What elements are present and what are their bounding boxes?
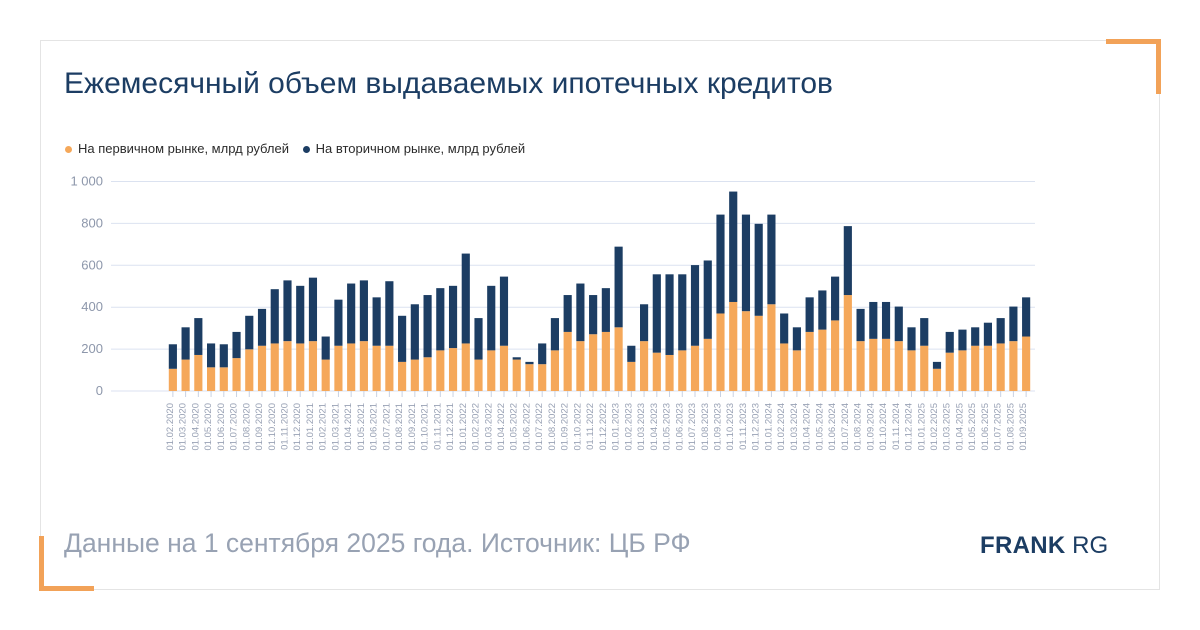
svg-text:01.09.2023: 01.09.2023 (712, 403, 723, 451)
svg-text:600: 600 (81, 257, 103, 272)
svg-text:01.11.2022: 01.11.2022 (585, 403, 596, 450)
svg-text:01.03.2020: 01.03.2020 (178, 403, 189, 451)
svg-text:01.01.2025: 01.01.2025 (916, 403, 927, 451)
svg-text:01.05.2024: 01.05.2024 (814, 403, 825, 451)
svg-text:01.09.2025: 01.09.2025 (1018, 403, 1029, 451)
svg-text:01.02.2024: 01.02.2024 (776, 403, 787, 451)
svg-text:01.11.2021: 01.11.2021 (432, 403, 443, 450)
svg-text:01.07.2020: 01.07.2020 (229, 403, 240, 451)
svg-text:01.12.2022: 01.12.2022 (598, 403, 609, 451)
svg-text:01.03.2022: 01.03.2022 (483, 403, 494, 451)
svg-text:01.07.2021: 01.07.2021 (381, 403, 392, 451)
svg-text:0: 0 (96, 383, 103, 398)
svg-text:01.01.2021: 01.01.2021 (305, 403, 316, 451)
svg-text:01.06.2022: 01.06.2022 (521, 403, 532, 451)
svg-text:01.03.2021: 01.03.2021 (330, 403, 341, 451)
svg-text:01.11.2020: 01.11.2020 (279, 403, 290, 450)
svg-text:800: 800 (81, 215, 103, 230)
svg-text:01.03.2023: 01.03.2023 (636, 403, 647, 451)
svg-text:01.10.2023: 01.10.2023 (725, 403, 736, 451)
svg-text:01.10.2024: 01.10.2024 (878, 403, 889, 451)
svg-text:01.09.2021: 01.09.2021 (407, 403, 418, 451)
svg-text:01.04.2023: 01.04.2023 (649, 403, 660, 451)
svg-text:200: 200 (81, 341, 103, 356)
svg-text:01.07.2023: 01.07.2023 (687, 403, 698, 451)
svg-text:01.09.2024: 01.09.2024 (865, 403, 876, 451)
svg-text:01.07.2025: 01.07.2025 (993, 403, 1004, 451)
svg-text:1 000: 1 000 (70, 174, 103, 189)
svg-text:01.10.2020: 01.10.2020 (267, 403, 278, 451)
svg-text:01.07.2024: 01.07.2024 (840, 403, 851, 451)
svg-text:01.12.2020: 01.12.2020 (292, 403, 303, 451)
svg-text:01.06.2021: 01.06.2021 (369, 403, 380, 451)
svg-text:01.06.2020: 01.06.2020 (216, 403, 227, 451)
svg-text:01.02.2025: 01.02.2025 (929, 403, 940, 451)
svg-text:01.08.2025: 01.08.2025 (1005, 403, 1016, 451)
svg-text:01.04.2020: 01.04.2020 (190, 403, 201, 451)
svg-text:01.10.2022: 01.10.2022 (572, 403, 583, 451)
svg-text:01.08.2022: 01.08.2022 (547, 403, 558, 451)
svg-text:01.01.2024: 01.01.2024 (763, 403, 774, 451)
svg-text:01.09.2022: 01.09.2022 (560, 403, 571, 451)
svg-text:01.12.2023: 01.12.2023 (751, 403, 762, 451)
svg-text:01.02.2020: 01.02.2020 (165, 403, 176, 451)
svg-text:01.10.2021: 01.10.2021 (420, 403, 431, 451)
svg-text:01.05.2022: 01.05.2022 (509, 403, 520, 451)
svg-text:01.04.2025: 01.04.2025 (954, 403, 965, 451)
svg-text:01.01.2023: 01.01.2023 (611, 403, 622, 451)
svg-text:01.11.2024: 01.11.2024 (891, 403, 902, 450)
svg-text:01.12.2021: 01.12.2021 (445, 403, 456, 451)
svg-text:01.03.2025: 01.03.2025 (942, 403, 953, 451)
svg-text:01.08.2020: 01.08.2020 (241, 403, 252, 451)
svg-text:01.04.2021: 01.04.2021 (343, 403, 354, 451)
svg-text:01.02.2021: 01.02.2021 (318, 403, 329, 451)
svg-text:01.11.2023: 01.11.2023 (738, 403, 749, 450)
svg-text:01.09.2020: 01.09.2020 (254, 403, 265, 451)
svg-text:01.06.2023: 01.06.2023 (674, 403, 685, 451)
svg-text:400: 400 (81, 299, 103, 314)
svg-text:01.06.2025: 01.06.2025 (980, 403, 991, 451)
svg-text:01.01.2022: 01.01.2022 (458, 403, 469, 451)
svg-text:01.02.2022: 01.02.2022 (471, 403, 482, 451)
svg-text:01.05.2025: 01.05.2025 (967, 403, 978, 451)
svg-text:01.02.2023: 01.02.2023 (623, 403, 634, 451)
svg-text:01.08.2023: 01.08.2023 (700, 403, 711, 451)
svg-text:01.12.2024: 01.12.2024 (904, 403, 915, 451)
svg-text:01.08.2024: 01.08.2024 (853, 403, 864, 451)
svg-text:01.05.2023: 01.05.2023 (662, 403, 673, 451)
svg-text:01.07.2022: 01.07.2022 (534, 403, 545, 451)
svg-text:01.03.2024: 01.03.2024 (789, 403, 800, 451)
svg-text:01.04.2024: 01.04.2024 (802, 403, 813, 451)
svg-text:01.05.2020: 01.05.2020 (203, 403, 214, 451)
svg-text:01.04.2022: 01.04.2022 (496, 403, 507, 451)
svg-text:01.08.2021: 01.08.2021 (394, 403, 405, 451)
svg-text:01.06.2024: 01.06.2024 (827, 403, 838, 451)
svg-text:01.05.2021: 01.05.2021 (356, 403, 367, 451)
